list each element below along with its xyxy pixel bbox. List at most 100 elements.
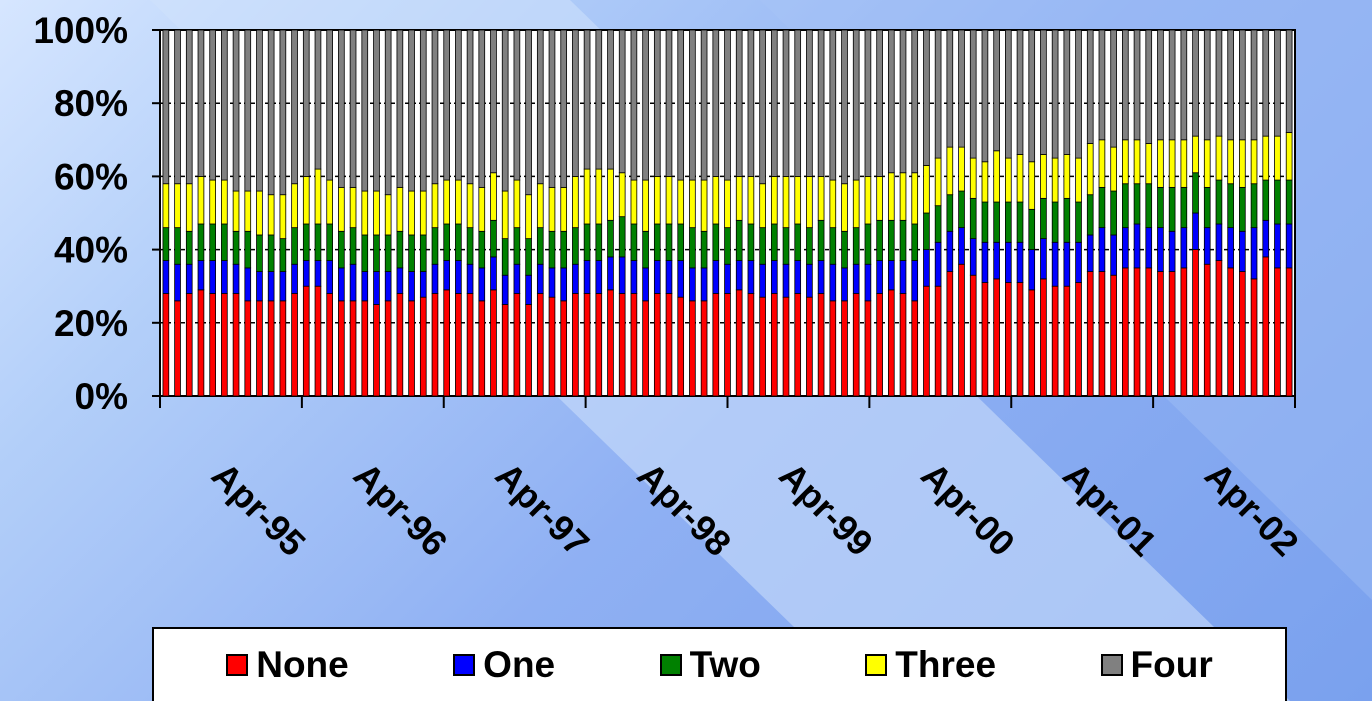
bar-segment-three — [700, 179, 708, 232]
bar-segment-three — [1016, 154, 1024, 203]
bar-segment-none — [724, 293, 731, 397]
bar-segment-four — [1086, 29, 1094, 144]
bar-segment-three — [689, 179, 696, 229]
legend-item-three: Three — [865, 644, 996, 686]
bar-segment-four — [1040, 29, 1047, 155]
bar-segment-two — [841, 230, 848, 269]
bar-segment-four — [490, 29, 497, 174]
bar-segment-none — [1098, 271, 1106, 397]
bar-segment-three — [1145, 143, 1153, 185]
bar-segment-three — [244, 190, 252, 232]
bar-segment-four — [1227, 29, 1234, 141]
legend-item-one: One — [453, 644, 555, 686]
y-tick-label: 60% — [54, 156, 128, 197]
bar-segment-one — [525, 274, 532, 305]
bar-segment-two — [174, 227, 181, 265]
bar-segment-two — [267, 234, 275, 272]
bar-segment-one — [993, 241, 1000, 280]
bar-segment-one — [1122, 227, 1129, 269]
bar-segment-one — [478, 267, 486, 302]
bar-segment-one — [291, 263, 298, 294]
bar-segment-three — [548, 186, 556, 232]
bar-segment-three — [1051, 157, 1059, 203]
bar-segment-three — [1274, 135, 1281, 181]
bar-segment-four — [1110, 29, 1117, 148]
bar-segment-one — [794, 260, 802, 294]
bar-segment-three — [221, 179, 228, 225]
bar-segment-none — [876, 293, 883, 397]
bar-segment-three — [326, 179, 333, 225]
y-tick-label: 20% — [54, 303, 128, 344]
bar-segment-four — [513, 29, 521, 181]
bar-segment-one — [314, 260, 322, 287]
bar-segment-none — [981, 282, 989, 397]
bar-segment-two — [396, 230, 404, 269]
bar-segment-two — [724, 227, 731, 265]
bar-segment-four — [1239, 29, 1246, 141]
bar-segment-three — [525, 194, 532, 240]
bar-segment-one — [1227, 227, 1234, 269]
bar-segment-four — [572, 29, 579, 177]
bar-segment-one — [1075, 241, 1082, 283]
bar-segment-two — [618, 216, 626, 258]
bar-segment-four — [232, 29, 240, 192]
bar-segment-two — [852, 227, 860, 265]
bar-segment-three — [958, 146, 965, 192]
bar-segment-four — [525, 29, 532, 196]
bar-segment-three — [1250, 139, 1258, 185]
bar-segment-none — [794, 293, 802, 397]
bar-segment-three — [1086, 143, 1094, 196]
bar-segment-none — [501, 304, 509, 397]
bar-segment-none — [478, 300, 486, 397]
bar-segment-four — [712, 29, 720, 177]
legend-item-none: None — [226, 644, 349, 686]
bar-segment-four — [911, 29, 919, 174]
bar-segment-four — [443, 29, 450, 181]
bar-segment-two — [1180, 186, 1188, 229]
bar-segment-four — [735, 29, 743, 177]
bar-segment-none — [525, 304, 532, 397]
bar-segment-none — [291, 293, 298, 397]
bar-segment-none — [1063, 285, 1071, 397]
bar-segment-two — [1016, 201, 1024, 243]
bar-segment-two — [794, 223, 802, 261]
bar-segment-none — [653, 293, 661, 397]
x-tick-label: Apr-97 — [488, 454, 598, 564]
bar-segment-two — [689, 227, 696, 269]
bar-segment-three — [981, 161, 989, 203]
bar-segment-two — [946, 194, 954, 232]
bar-segment-one — [724, 263, 731, 294]
bar-segment-two — [665, 223, 673, 261]
bar-segment-two — [431, 227, 439, 265]
bar-segment-one — [232, 263, 240, 294]
bar-segment-four — [630, 29, 638, 181]
bar-segment-four — [993, 29, 1000, 152]
bar-segment-one — [162, 260, 170, 294]
bar-segment-one — [1145, 227, 1153, 269]
bar-segment-three — [408, 190, 415, 236]
bar-segment-one — [946, 230, 954, 272]
bar-segment-four — [1016, 29, 1024, 155]
bar-segment-two — [443, 223, 450, 261]
bar-segment-three — [1203, 139, 1211, 188]
bar-segment-none — [806, 296, 813, 397]
bar-segment-four — [548, 29, 556, 188]
legend-label: One — [483, 644, 556, 685]
bar-segment-one — [548, 267, 556, 298]
bar-segment-none — [770, 293, 778, 397]
bar-segment-four — [501, 29, 509, 192]
y-tick-label: 80% — [54, 83, 128, 124]
bar-segment-one — [536, 263, 544, 294]
bar-segment-two — [326, 223, 333, 261]
bar-segment-one — [618, 256, 626, 294]
bar-segment-two — [829, 227, 837, 265]
bar-segment-none — [1215, 260, 1223, 397]
bar-segment-one — [490, 256, 497, 291]
bar-segment-one — [887, 260, 895, 291]
bar-segment-three — [934, 157, 942, 207]
bar-segment-four — [197, 29, 205, 177]
bar-segment-three — [829, 179, 837, 229]
bar-segment-none — [607, 289, 614, 397]
bar-segment-none — [174, 300, 181, 397]
bar-segment-none — [209, 293, 216, 397]
